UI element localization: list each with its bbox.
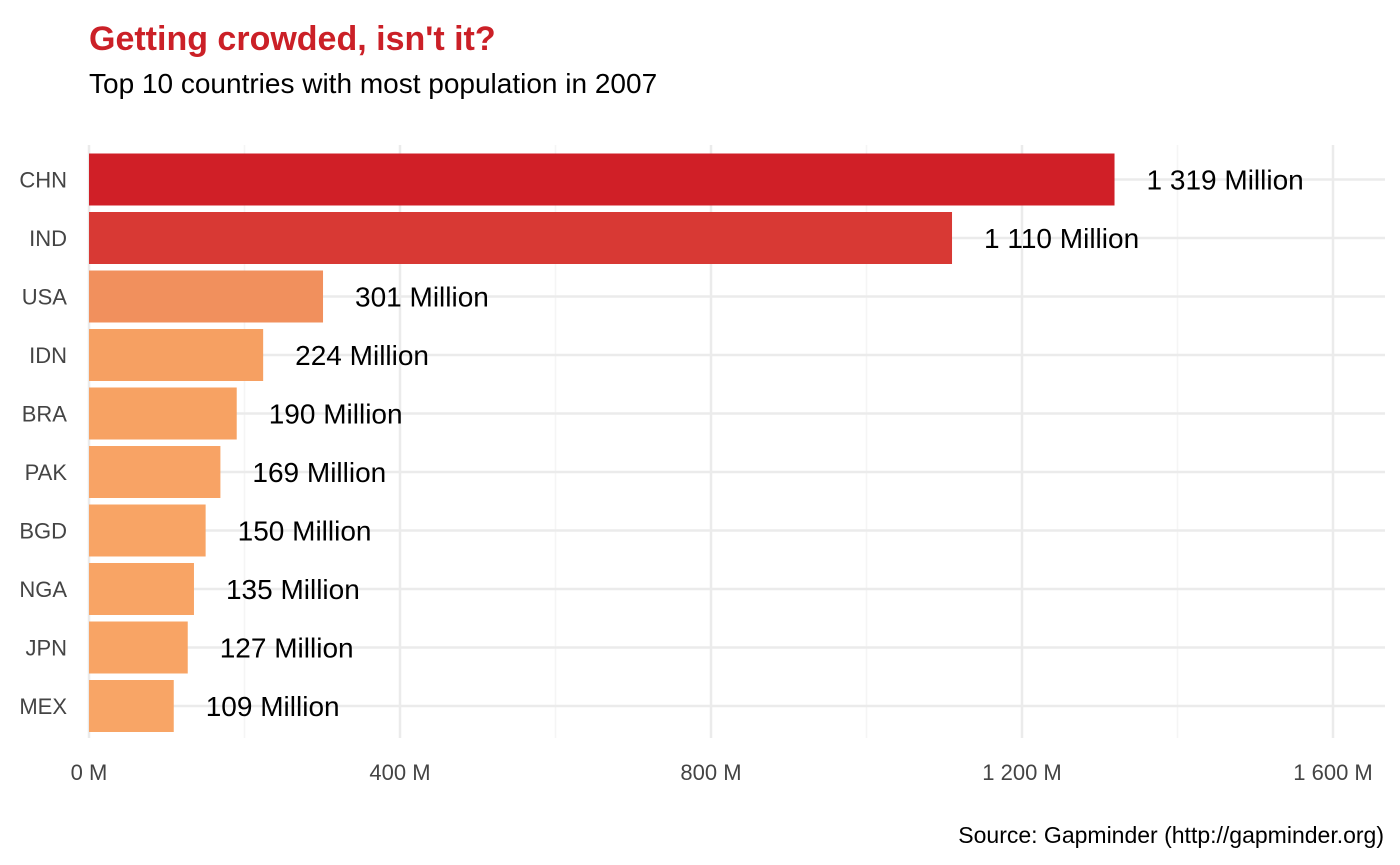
x-tick-label: 1 200 M [982,760,1062,785]
category-label: IND [29,226,67,251]
category-label: BRA [22,402,68,427]
bar-bra [89,387,237,440]
x-tick-label: 1 600 M [1293,760,1373,785]
category-label: PAK [25,460,68,485]
data-label: 1 319 Million [1147,165,1304,196]
category-label: CHN [19,168,67,193]
labels-layer: 1 319 Million 1 110 Million 301 Million 224… [206,165,1304,723]
bar-usa [89,270,324,323]
category-label: IDN [29,343,67,368]
category-label: JPN [25,636,67,661]
bar-nga [89,563,194,615]
chart-subtitle: Top 10 countries with most population in… [89,68,658,99]
x-tick-label: 800 M [680,760,741,785]
category-label: NGA [19,577,67,602]
chart-title: Getting crowded, isn't it? [89,20,496,58]
x-tick-label: 400 M [369,760,430,785]
axis-layer: CHN IND USA IDN BRA PAK BGD NGA JPN MEX 0 M 400 M 80… [19,168,1372,786]
category-label: USA [22,285,68,310]
data-label: 301 Million [355,282,489,313]
bar-ind [89,212,953,264]
bar-chn [89,153,1115,206]
data-label: 224 Million [295,340,429,371]
bar-bgd [89,504,206,557]
data-label: 127 Million [220,633,354,664]
category-label: MEX [19,694,67,719]
data-label: 1 110 Million [984,223,1139,254]
source-caption: Source: Gapminder (http://gapminder.org) [958,822,1384,848]
data-label: 169 Million [252,457,386,488]
bars-layer [89,153,1115,732]
category-label: BGD [19,519,67,544]
bar-mex [89,680,174,732]
bar-pak [89,446,221,498]
x-tick-label: 0 M [71,760,108,785]
data-label: 150 Million [238,516,372,547]
data-label: 109 Million [206,691,340,722]
bar-idn [89,329,264,381]
data-label: 190 Million [269,399,403,430]
bar-jpn [89,621,188,674]
data-label: 135 Million [226,574,360,605]
